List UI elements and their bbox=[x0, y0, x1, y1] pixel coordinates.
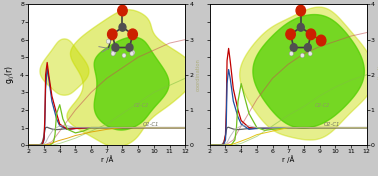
Polygon shape bbox=[253, 15, 364, 128]
Circle shape bbox=[126, 44, 133, 51]
Circle shape bbox=[308, 51, 312, 56]
Circle shape bbox=[296, 5, 305, 16]
Text: O2-C2: O2-C2 bbox=[134, 103, 149, 108]
Circle shape bbox=[122, 53, 126, 58]
Circle shape bbox=[130, 51, 134, 56]
Circle shape bbox=[112, 44, 119, 51]
Circle shape bbox=[108, 29, 117, 40]
Circle shape bbox=[289, 51, 293, 56]
Circle shape bbox=[118, 5, 127, 16]
Circle shape bbox=[286, 29, 295, 40]
Text: O2-C2: O2-C2 bbox=[315, 103, 330, 108]
Circle shape bbox=[306, 29, 316, 40]
Polygon shape bbox=[240, 7, 375, 140]
Text: O2-C1: O2-C1 bbox=[324, 122, 340, 127]
Circle shape bbox=[119, 23, 126, 31]
Y-axis label: g$_{ij}$(r): g$_{ij}$(r) bbox=[4, 65, 17, 84]
Polygon shape bbox=[67, 10, 195, 147]
Circle shape bbox=[316, 35, 326, 46]
Polygon shape bbox=[94, 37, 169, 130]
Circle shape bbox=[304, 44, 311, 51]
Circle shape bbox=[111, 51, 115, 56]
Circle shape bbox=[106, 39, 110, 44]
Circle shape bbox=[297, 23, 304, 31]
Circle shape bbox=[128, 29, 137, 40]
Circle shape bbox=[290, 44, 297, 51]
X-axis label: r /Å: r /Å bbox=[282, 156, 294, 164]
Circle shape bbox=[300, 53, 304, 58]
Text: O2-C1: O2-C1 bbox=[143, 122, 159, 127]
Text: coordination: coordination bbox=[196, 58, 201, 91]
Polygon shape bbox=[40, 39, 89, 95]
X-axis label: r /Å: r /Å bbox=[101, 156, 113, 164]
